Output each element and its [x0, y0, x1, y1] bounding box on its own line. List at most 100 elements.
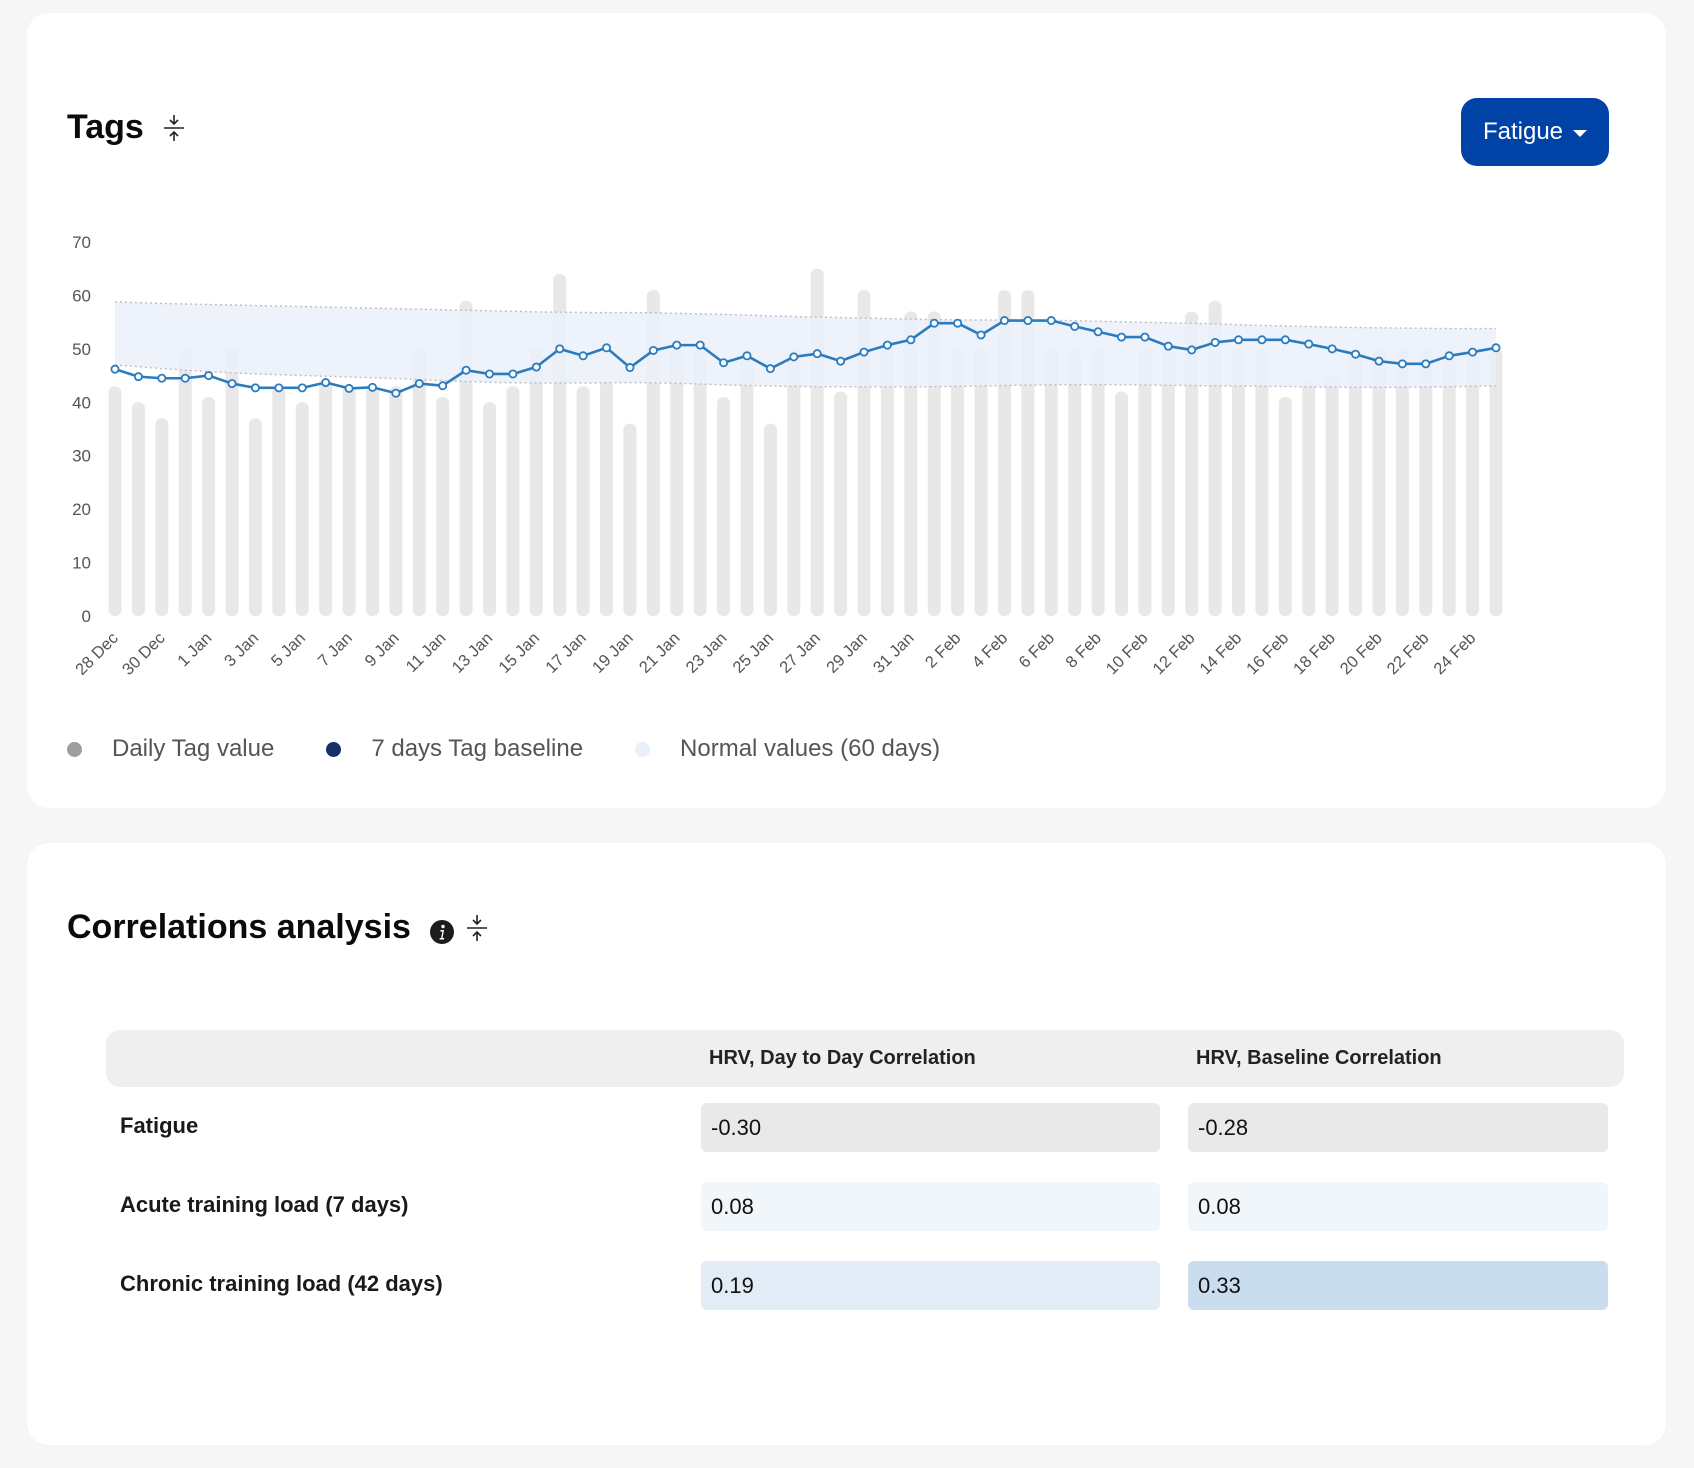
baseline-point: [578, 351, 588, 361]
baseline-point: [906, 335, 916, 345]
bar-daily-value: [108, 386, 122, 616]
baseline-point: [812, 349, 822, 359]
x-tick-label: 22 Feb: [1384, 629, 1433, 678]
table-row: Acute training load (7 days) 0.08 0.08: [106, 1166, 1624, 1245]
legend-item-normal[interactable]: Normal values (60 days): [635, 735, 940, 763]
baseline-point: [274, 383, 284, 393]
bar-daily-value: [1278, 396, 1292, 616]
baseline-point: [929, 318, 939, 328]
bar-daily-value: [225, 348, 239, 616]
bar-daily-value: [412, 348, 426, 616]
bar-daily-value: [1442, 348, 1456, 616]
chart-legend: Daily Tag value 7 days Tag baseline Norm…: [67, 735, 940, 763]
row-label: Acute training load (7 days): [120, 1192, 409, 1217]
x-tick-label: 6 Feb: [1016, 629, 1059, 672]
baseline-point: [1140, 332, 1150, 342]
baseline-point: [531, 362, 541, 372]
x-tick-label: 7 Jan: [315, 629, 356, 670]
bar-daily-value: [670, 348, 684, 616]
bar-daily-value: [295, 402, 309, 616]
bar-daily-value: [272, 386, 286, 616]
x-tick-label: 30 Dec: [119, 629, 169, 679]
x-tick-label: 4 Feb: [969, 629, 1012, 672]
collapse-vertical-icon[interactable]: [465, 913, 489, 943]
bar-daily-value: [1138, 348, 1152, 616]
y-tick-label: 0: [82, 607, 91, 626]
bar-daily-value: [1255, 348, 1269, 616]
bar-daily-value: [436, 396, 450, 616]
x-tick-label: 13 Jan: [449, 629, 497, 677]
bar-daily-value: [600, 380, 614, 616]
x-tick-label: 16 Feb: [1243, 629, 1292, 678]
baseline-point: [1304, 339, 1314, 349]
baseline-point: [695, 340, 705, 350]
baseline-point: [1116, 332, 1126, 342]
baseline-point: [297, 383, 307, 393]
y-tick-label: 70: [72, 233, 91, 252]
legend-label: Normal values (60 days): [680, 735, 941, 762]
x-tick-label: 29 Jan: [823, 629, 871, 677]
baseline-point: [180, 373, 190, 383]
baseline-point: [485, 369, 495, 379]
y-tick-label: 50: [72, 340, 91, 359]
x-tick-label: 2 Feb: [922, 629, 965, 672]
cell-day-to-day: 0.19: [701, 1261, 1160, 1310]
baseline-point: [1491, 343, 1501, 353]
baseline-point: [321, 378, 331, 388]
baseline-point: [859, 347, 869, 357]
x-tick-label: 10 Feb: [1103, 629, 1152, 678]
x-tick-label: 17 Jan: [542, 629, 590, 677]
legend-item-baseline[interactable]: 7 days Tag baseline: [326, 735, 583, 763]
cell-baseline: -0.28: [1188, 1103, 1608, 1152]
x-tick-label: 20 Feb: [1337, 629, 1386, 678]
x-tick-label: 8 Feb: [1062, 629, 1105, 672]
baseline-point: [719, 358, 729, 368]
bar-daily-value: [951, 348, 965, 616]
bar-daily-value: [1044, 348, 1058, 616]
band-lower-border: [114, 364, 1497, 389]
baseline-point: [1023, 316, 1033, 326]
bar-daily-value: [178, 348, 192, 616]
x-tick-label: 14 Feb: [1196, 629, 1245, 678]
baseline-point: [1374, 356, 1384, 366]
correlations-table: HRV, Day to Day Correlation HRV, Baselin…: [106, 1030, 1624, 1324]
baseline-point: [157, 373, 167, 383]
bar-daily-value: [974, 348, 988, 616]
baseline-point: [1093, 327, 1103, 337]
baseline-point: [765, 364, 775, 374]
bar-daily-value: [131, 402, 145, 616]
x-tick-label: 23 Jan: [683, 629, 731, 677]
legend-dot-icon: [326, 741, 342, 757]
baseline-point: [204, 371, 214, 381]
baseline-point: [227, 379, 237, 389]
bar-daily-value: [623, 423, 637, 616]
bar-daily-value: [319, 380, 333, 616]
baseline-point: [461, 365, 471, 375]
correlations-title-group: Correlations analysis: [67, 908, 489, 947]
x-tick-label: 25 Jan: [729, 629, 777, 677]
bar-daily-value: [1114, 391, 1128, 616]
y-tick-label: 20: [72, 500, 91, 519]
bar-daily-value: [1068, 348, 1082, 616]
baseline-point: [1468, 347, 1478, 357]
collapse-vertical-icon[interactable]: [162, 113, 186, 143]
info-icon[interactable]: [429, 915, 455, 944]
baseline-point: [508, 369, 518, 379]
bar-daily-value: [1372, 348, 1386, 616]
table-row: Fatigue -0.30 -0.28: [106, 1087, 1624, 1166]
tag-select-dropdown[interactable]: Fatigue: [1461, 98, 1609, 166]
column-header-baseline: HRV, Baseline Correlation: [1196, 1047, 1442, 1069]
baseline-point: [882, 340, 892, 350]
x-tick-label: 1 Jan: [174, 629, 215, 670]
baseline-point: [625, 363, 635, 373]
legend-label: 7 days Tag baseline: [371, 735, 584, 762]
bar-daily-value: [834, 391, 848, 616]
baseline-point: [1421, 359, 1431, 369]
y-tick-label: 40: [72, 393, 91, 412]
bar-daily-value: [1349, 348, 1363, 616]
baseline-point: [414, 379, 424, 389]
legend-item-daily[interactable]: Daily Tag value: [67, 735, 274, 763]
x-tick-label: 28 Dec: [72, 629, 122, 679]
baseline-point: [555, 344, 565, 354]
x-tick-label: 9 Jan: [361, 629, 402, 670]
